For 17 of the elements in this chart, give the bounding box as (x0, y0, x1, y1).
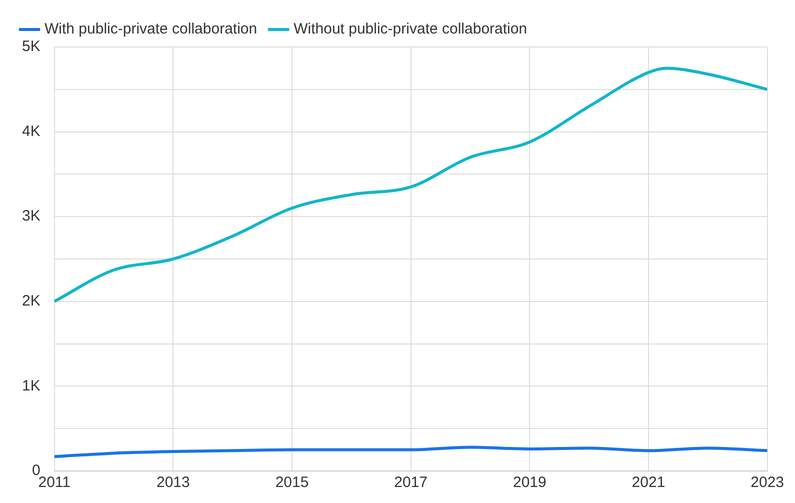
x-tick-label: 2015 (275, 474, 309, 492)
legend-label: Without public-private collaboration (294, 20, 528, 38)
x-tick-label: 2011 (38, 474, 70, 492)
y-tick-label: 4K (22, 122, 40, 140)
x-tick-label: 2013 (156, 474, 190, 492)
y-tick-label: 3K (22, 208, 40, 225)
y-tick-label: 2K (22, 292, 40, 310)
y-tick-label: 1K (22, 377, 40, 394)
y-tick-label: 5K (22, 38, 40, 56)
legend-label: With public-private collaboration (44, 20, 258, 38)
x-tick-label: 2021 (632, 474, 666, 492)
line-series (54, 446, 768, 458)
x-tick-label: 2023 (750, 474, 784, 492)
y-tick-label: 0 (32, 462, 40, 480)
x-tick-label: 2017 (394, 474, 428, 492)
line-series (54, 66, 768, 303)
x-tick-label: 2019 (512, 474, 546, 492)
